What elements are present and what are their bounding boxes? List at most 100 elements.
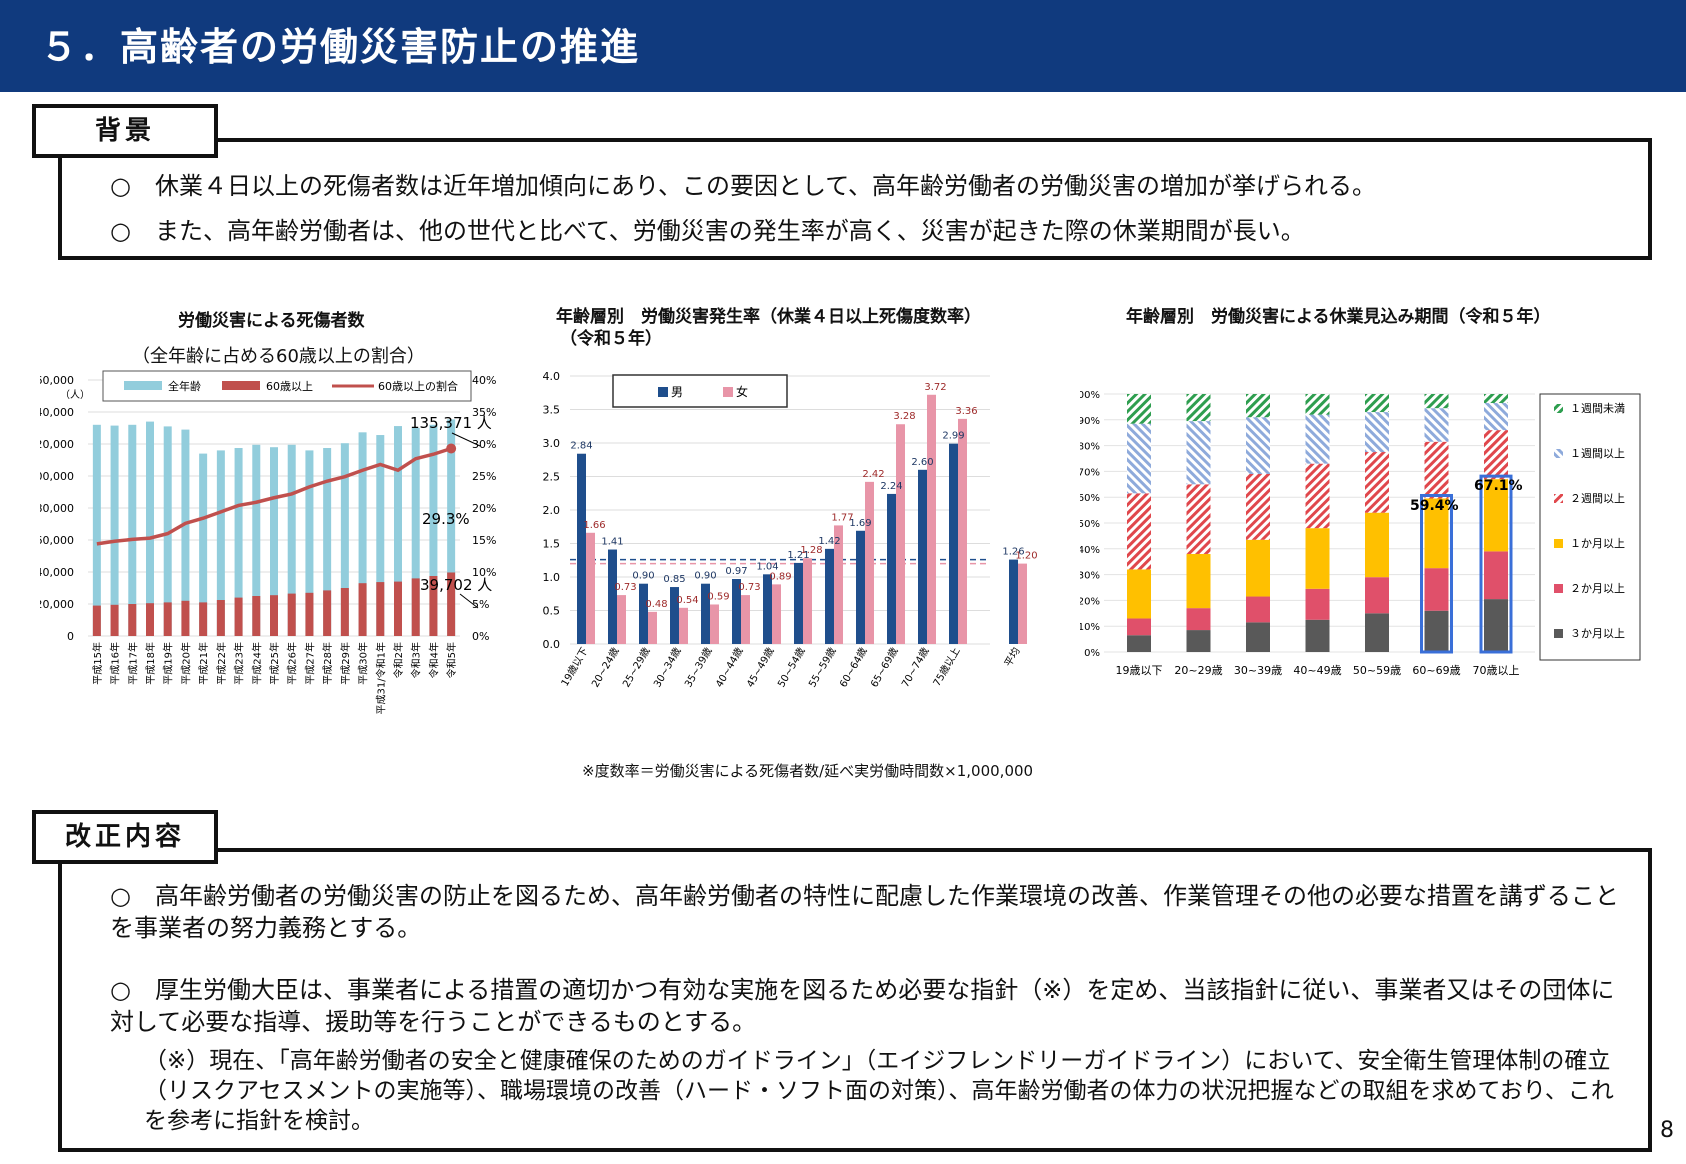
bar-total — [376, 435, 385, 636]
bar-total — [287, 444, 296, 636]
y-tick-label: 70% — [1080, 467, 1100, 478]
y-tick-label: 90% — [1080, 416, 1100, 427]
y-tick-label: 60,000 — [40, 534, 74, 547]
y2-tick-label: 35% — [472, 406, 496, 419]
y-tick-label: 20,000 — [40, 598, 74, 611]
bar-male — [701, 583, 710, 644]
data-label-male: 1.04 — [756, 561, 778, 572]
data-label-female: 0.59 — [707, 591, 729, 602]
x-tick-label: 平成22年 — [215, 642, 228, 685]
x-tick-label: 平成28年 — [321, 642, 334, 685]
stack-segment — [1484, 479, 1508, 552]
x-tick-label: 70~74歳 — [899, 646, 931, 690]
bar-senior — [146, 603, 154, 636]
y-tick-label: 140,000 — [40, 406, 74, 419]
reform-item-1: ○ 高年齢労働者の労働災害の防止を図るため、高年齢労働者の特性に配慮した作業環境… — [110, 882, 1619, 942]
legend-senior-swatch — [222, 381, 260, 390]
bar-female — [927, 394, 936, 644]
x-tick-label: 50~54歳 — [775, 646, 807, 690]
bar-male — [1009, 559, 1018, 644]
ratio-line — [96, 446, 452, 546]
x-tick-label: 令和3年 — [410, 642, 423, 678]
stack-segment — [1186, 608, 1211, 631]
legend-swatch — [1554, 539, 1563, 548]
bar-total — [163, 426, 172, 636]
stack-segment — [1424, 394, 1449, 409]
bar-total — [128, 424, 137, 636]
legend-label: １週間未満 — [1570, 402, 1625, 415]
bar-senior — [252, 596, 261, 636]
stack-segment — [1365, 412, 1389, 453]
bar-total — [429, 424, 438, 636]
stack-segment — [1186, 630, 1211, 652]
y-tick-label: 1.0 — [543, 571, 561, 584]
stack-segment — [1484, 394, 1508, 404]
bar-total — [234, 448, 243, 636]
bar-male — [825, 548, 834, 644]
legend-swatch — [1554, 449, 1563, 458]
x-tick-label: 25~29歳 — [620, 646, 652, 690]
y2-tick-label: 25% — [472, 470, 496, 483]
bar-senior — [447, 572, 456, 636]
x-tick-label: 令和2年 — [392, 642, 405, 678]
bar-female — [772, 584, 781, 644]
stack-segment — [1127, 618, 1151, 636]
chart2-title: 年齢層別 労働災害発生率（休業４日以上死傷度数率） — [556, 307, 981, 327]
data-label-female: 3.36 — [955, 406, 977, 417]
data-label-female: 2.42 — [862, 469, 884, 480]
background-tab: 背景 — [32, 104, 218, 158]
background-item-1: ○ 休業４日以上の死傷者数は近年増加傾向にあり、この要因として、高年齢労働者の労… — [110, 172, 1377, 200]
x-tick-label: 平成17年 — [126, 642, 139, 685]
stack-segment — [1127, 493, 1151, 570]
stack-segment — [1246, 539, 1270, 597]
bar-female — [741, 595, 750, 644]
x-tick-label: 65~69歳 — [868, 646, 900, 690]
bar-senior — [323, 590, 332, 636]
bar-male — [639, 583, 648, 644]
stack-segment — [1484, 430, 1508, 480]
y-tick-label: 4.0 — [543, 372, 561, 383]
bar-senior — [270, 595, 278, 636]
bar-senior — [394, 581, 402, 636]
x-tick-label: 55~59歳 — [806, 646, 838, 690]
stack-segment — [1186, 394, 1211, 422]
stack-segment — [1365, 452, 1389, 513]
chart1-legend — [102, 370, 472, 402]
data-label-male: 2.24 — [880, 481, 902, 492]
y2-tick-label: 30% — [472, 438, 496, 451]
legend-female-swatch — [723, 387, 733, 397]
y-tick-label: 3.0 — [543, 437, 561, 450]
legend-female-label: 女 — [736, 384, 748, 399]
reform-box — [58, 848, 1652, 1152]
legend-male-label: 男 — [671, 385, 683, 399]
y-tick-label: 0 — [67, 630, 74, 643]
data-label-male: 1.26 — [1002, 547, 1024, 558]
bar-female — [896, 424, 905, 644]
y2-tick-label: 10% — [472, 566, 496, 579]
stack-segment — [1424, 408, 1449, 442]
bar-senior — [411, 578, 420, 636]
data-label-male: 1.21 — [787, 550, 809, 561]
y-tick-label: 10% — [1080, 622, 1100, 633]
chart1-casualties: 0 20,000 40,000 60,000 80,000 100,000 120,000 1… — [40, 370, 496, 714]
annotation-total-last: 135,371 人 — [410, 414, 492, 432]
x-tick-label: 平成29年 — [339, 642, 352, 685]
y-tick-label: 20% — [1080, 596, 1100, 607]
x-tick-label: 平成18年 — [144, 642, 157, 685]
page-number: 8 — [1660, 1118, 1674, 1143]
bar-total — [340, 443, 349, 636]
legend-label: ３か月以上 — [1570, 627, 1625, 640]
bar-total — [323, 448, 332, 636]
annotation-senior-last: 39,702 人 — [420, 576, 492, 594]
legend-ratio-label: 60歳以上の割合 — [378, 379, 458, 393]
y-tick-label: 100,000 — [40, 470, 74, 483]
data-label-male: 1.41 — [601, 537, 623, 548]
stack-segment — [1305, 463, 1330, 529]
stack-segment — [1127, 569, 1151, 619]
bar-female — [834, 525, 843, 644]
x-tick-label: 平成31/令和1年 — [374, 642, 387, 714]
bar-senior — [376, 582, 385, 636]
legend-swatch — [1554, 404, 1563, 413]
data-label-female: 0.54 — [676, 595, 698, 606]
annotation-age60: 59.4% — [1410, 498, 1459, 514]
